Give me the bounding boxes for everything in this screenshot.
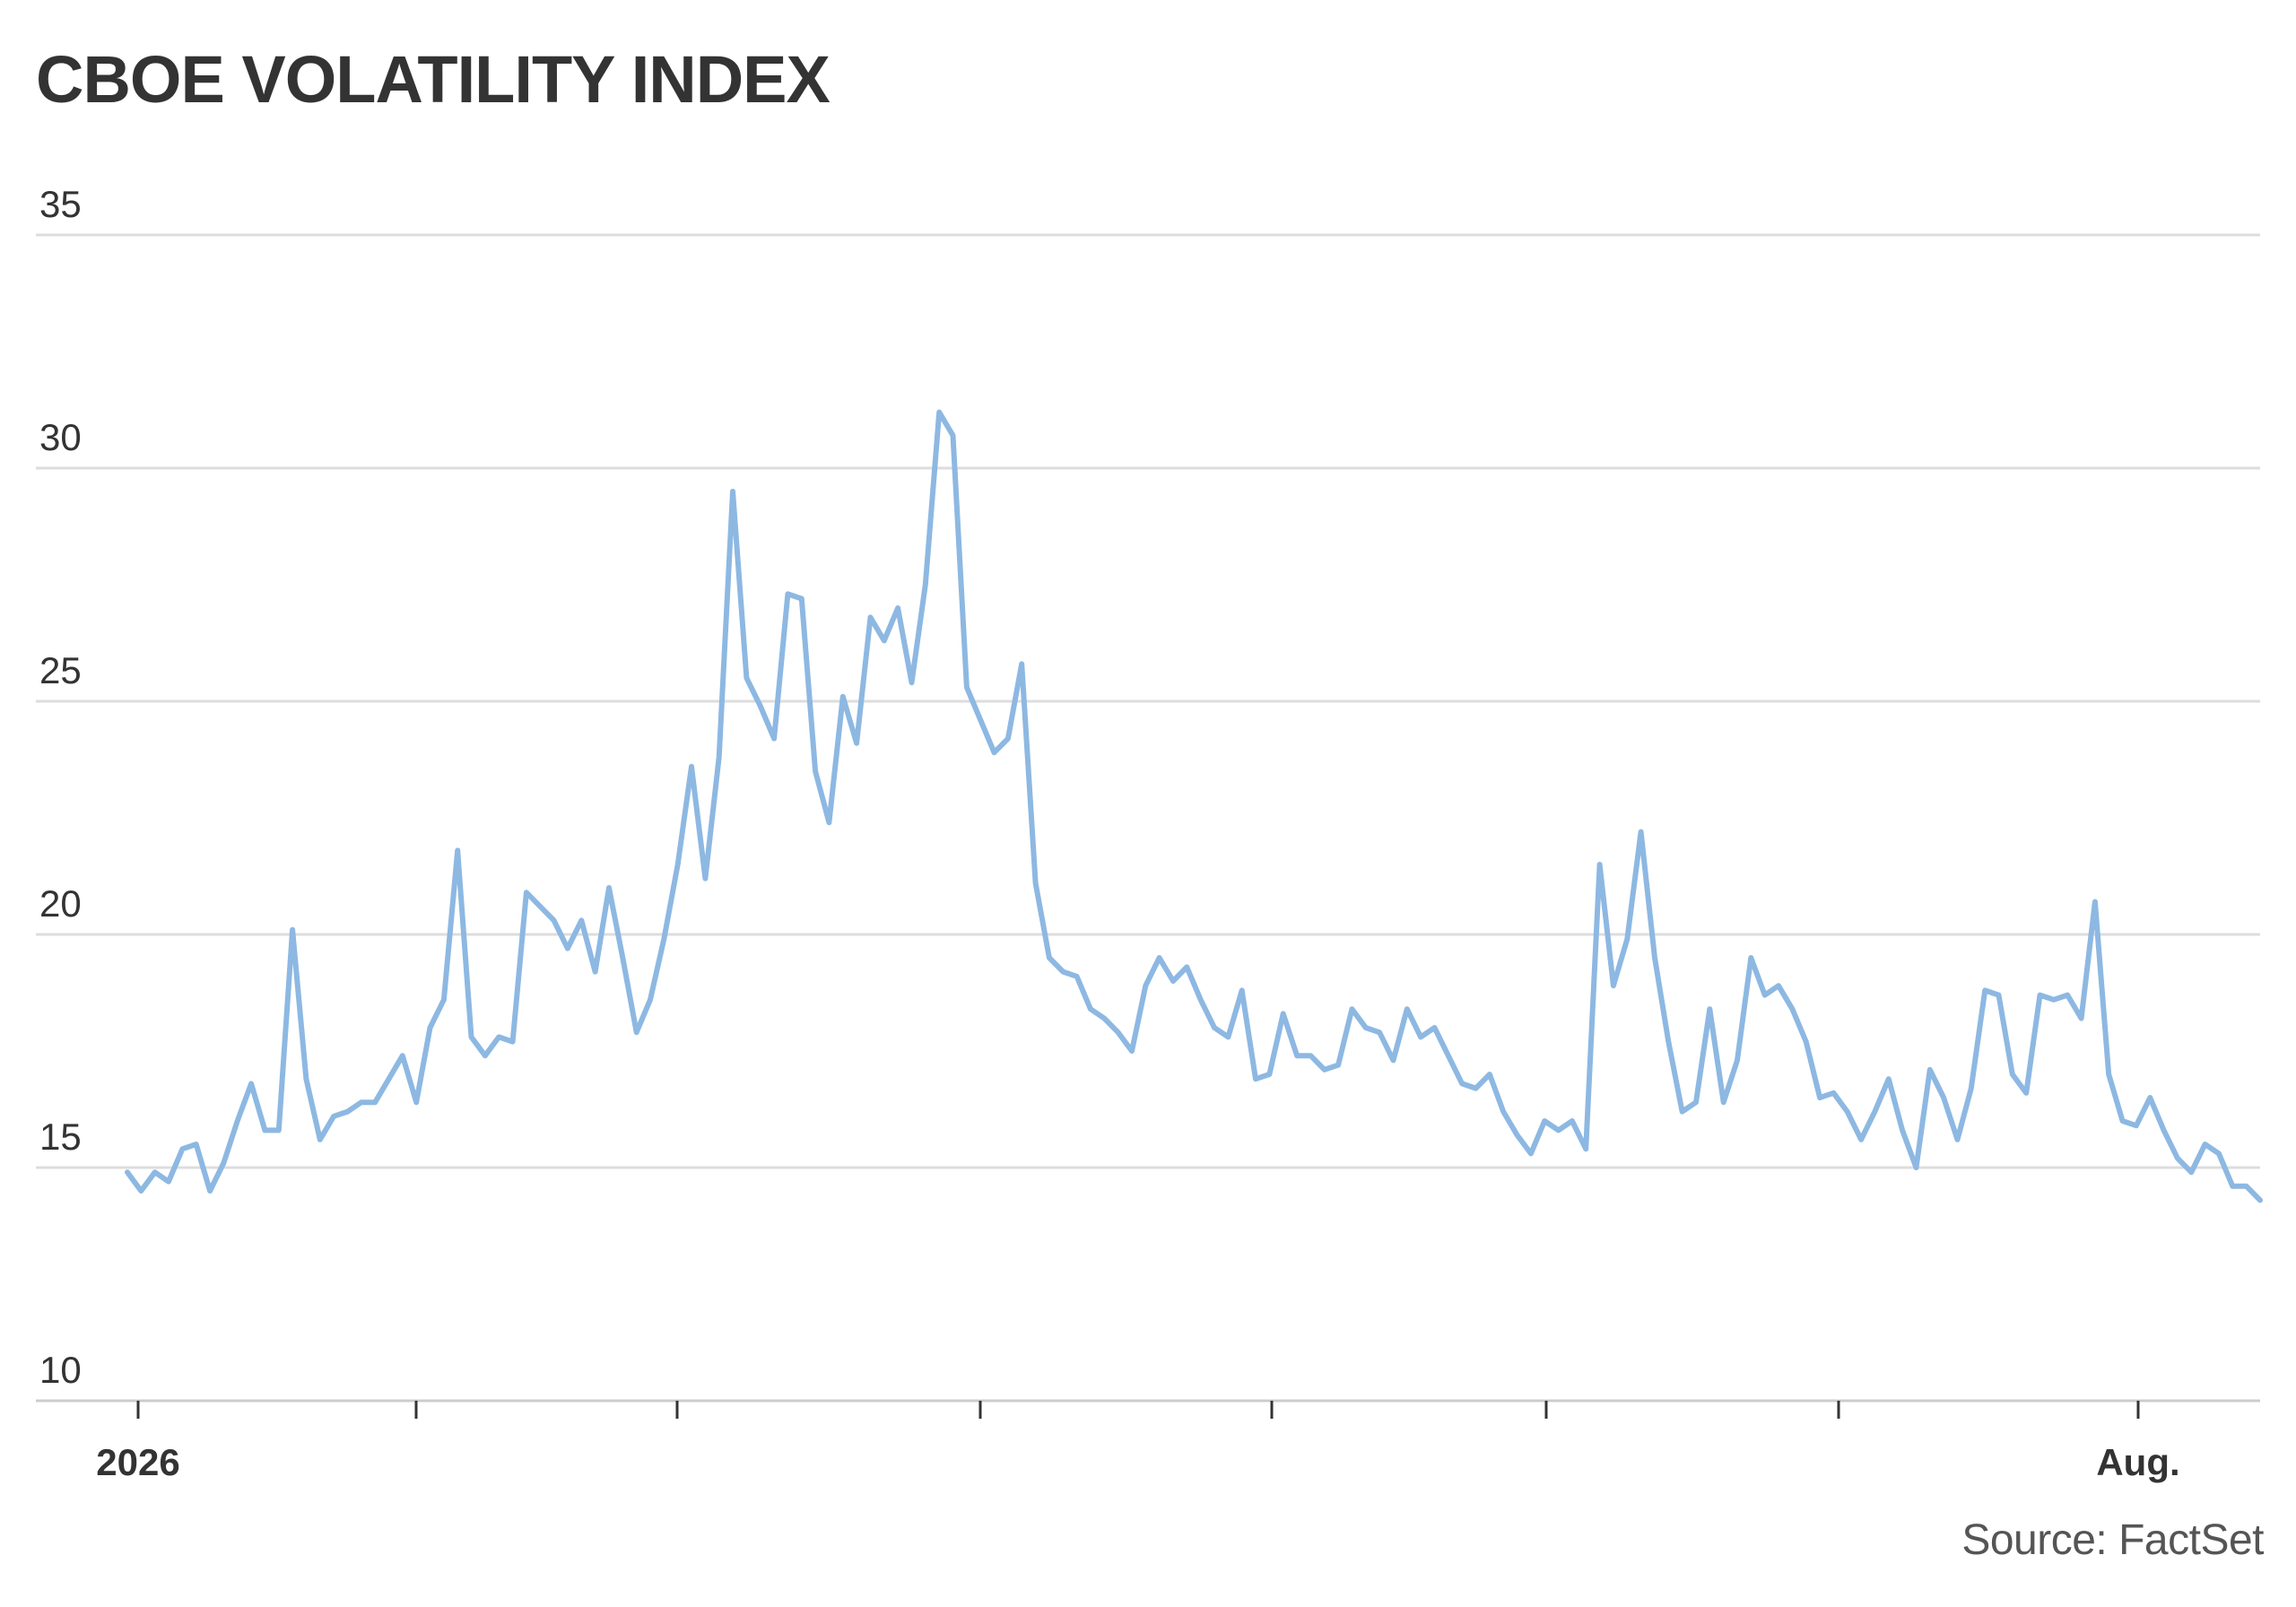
series-layer	[125, 409, 2263, 1203]
y-tick-label-20: 20	[39, 882, 82, 925]
y-tick-label-25: 25	[39, 649, 82, 691]
x-tick-label-7: Aug.	[2096, 1441, 2179, 1483]
x-tick-label-0: 2026	[96, 1441, 179, 1483]
gridlines	[36, 233, 2260, 1169]
chart-title: CBOE VOLATILITY INDEX	[36, 42, 831, 117]
x-axis: 2026 Aug.	[36, 1399, 2260, 1483]
y-tick-label-10: 10	[39, 1349, 82, 1391]
series-line-0	[125, 409, 2263, 1203]
y-tick-label-35: 35	[39, 183, 82, 225]
y-axis-labels: 10 15 20 25 30 35	[39, 183, 82, 1391]
y-tick-label-30: 30	[39, 416, 82, 458]
source-note: Source: FactSet	[1961, 1516, 2264, 1564]
y-tick-label-15: 15	[39, 1116, 82, 1158]
